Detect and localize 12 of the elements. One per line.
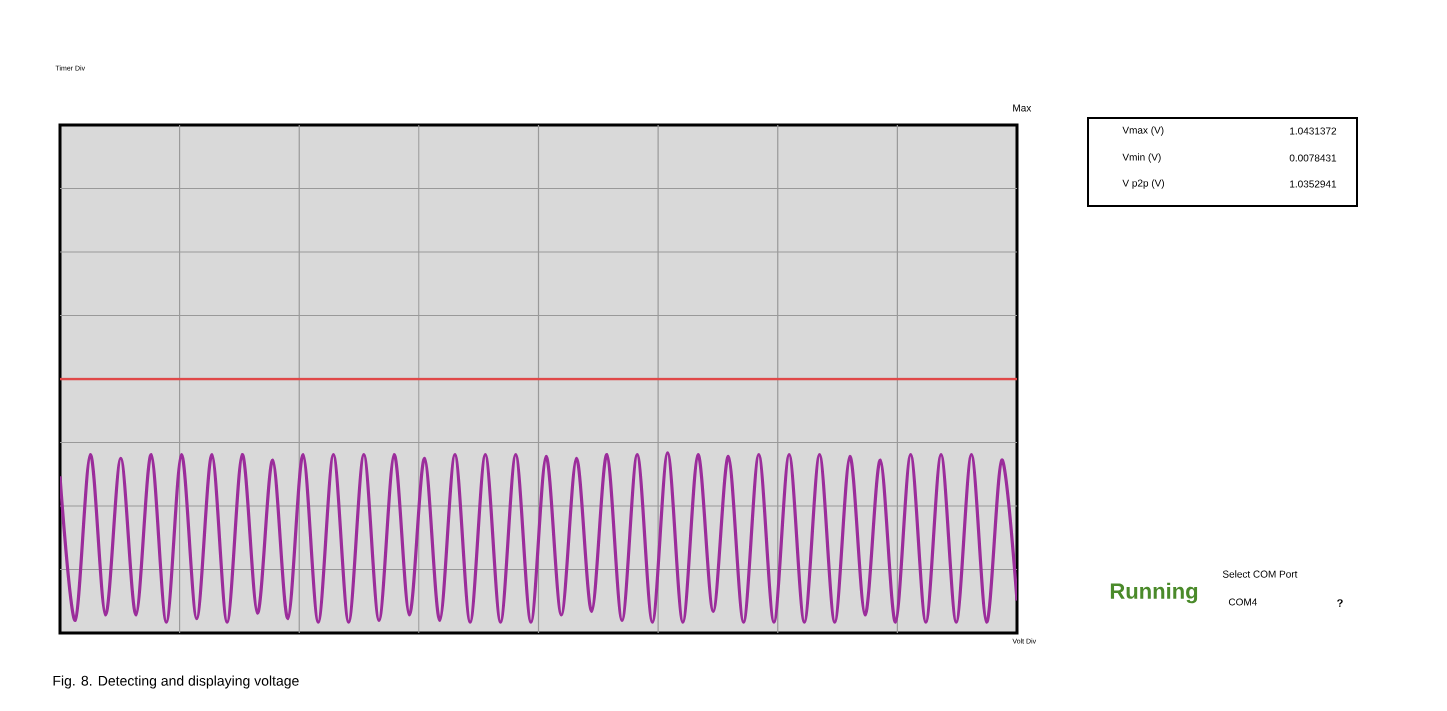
text: ?: [1337, 599, 1343, 607]
text: Vmax (V): [1122, 126, 1164, 136]
text: 0.0078431: [1289, 154, 1337, 162]
text: Select COM Port: [1222, 570, 1298, 578]
text: Running: [1110, 582, 1198, 604]
text: 1.0352941: [1290, 180, 1337, 188]
text: 1.0431372: [1290, 127, 1337, 135]
text: COM4: [1228, 598, 1257, 606]
text: V p2p (V): [1122, 179, 1164, 189]
text: Max: [1013, 104, 1032, 112]
text: Vmin (V): [1122, 153, 1161, 163]
caption: Fig. 8. Detecting and displaying voltage: [53, 675, 299, 689]
